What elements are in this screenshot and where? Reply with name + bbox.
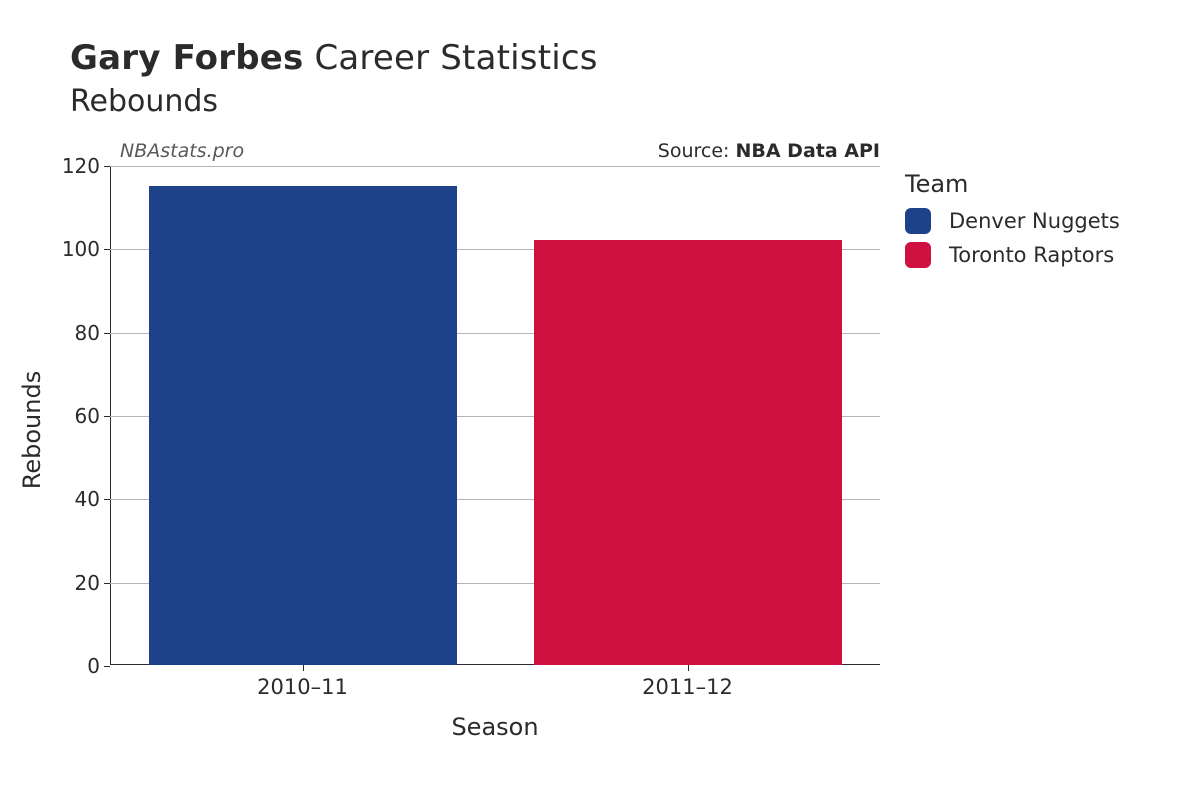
title-rest: Career Statistics [303,38,597,78]
legend-title: Team [905,170,1120,198]
legend-item: Toronto Raptors [905,242,1120,268]
chart-container: Gary Forbes Career Statistics Rebounds N… [0,0,1200,800]
bar [149,186,457,665]
title-player-name: Gary Forbes [70,38,303,78]
chart-subtitle: Rebounds [70,84,598,119]
y-tick-label: 80 [50,321,110,345]
grid-line [110,166,880,167]
y-tick-label: 40 [50,487,110,511]
legend-label: Denver Nuggets [949,209,1120,233]
title-block: Gary Forbes Career Statistics Rebounds [70,38,598,119]
legend-swatch [905,242,931,268]
chart-title: Gary Forbes Career Statistics [70,38,598,78]
bar [534,240,842,665]
y-tick-label: 100 [50,237,110,261]
y-tick-label: 60 [50,404,110,428]
legend: Team Denver Nuggets Toronto Raptors [905,170,1120,276]
plot-area: NBAstats.pro Source: NBA Data API Reboun… [110,165,880,665]
y-tick-label: 0 [50,654,110,678]
x-tick-label: 2011–12 [642,665,733,699]
legend-item: Denver Nuggets [905,208,1120,234]
legend-label: Toronto Raptors [949,243,1114,267]
x-tick-label: 2010–11 [257,665,348,699]
legend-swatch [905,208,931,234]
watermark: NBAstats.pro [120,140,244,162]
source-name: NBA Data API [735,140,880,162]
x-axis-title: Season [451,713,538,741]
y-axis-title: Rebounds [18,370,46,488]
source-attribution: Source: NBA Data API [658,140,880,162]
y-tick-label: 120 [50,154,110,178]
source-prefix: Source: [658,140,736,162]
y-tick-label: 20 [50,571,110,595]
